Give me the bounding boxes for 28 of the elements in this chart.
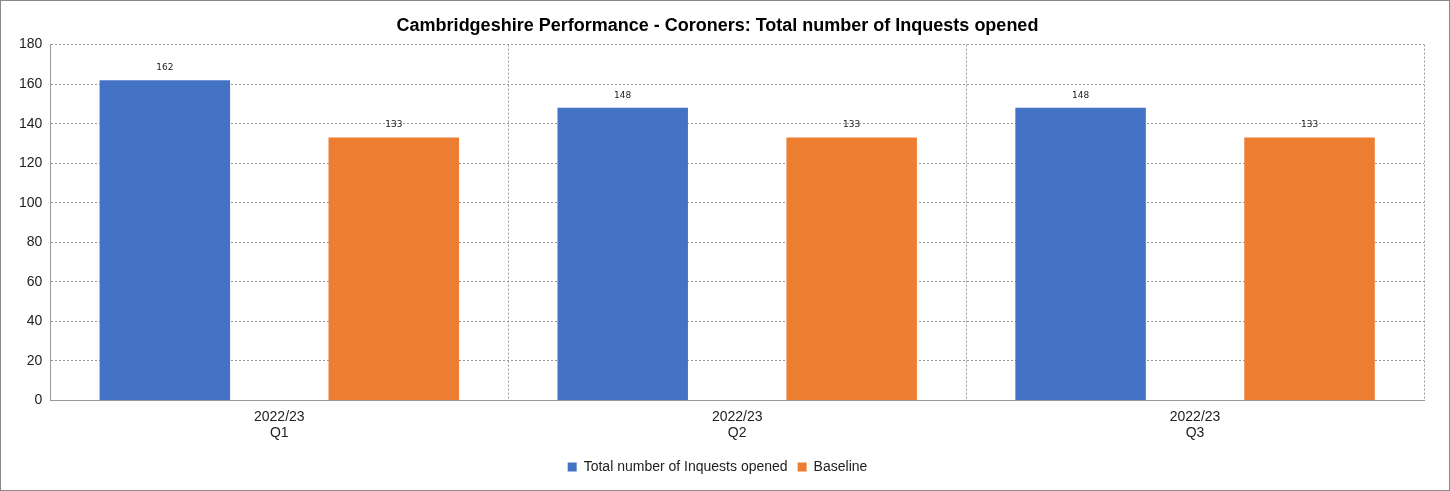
bar [328,137,460,400]
y-tick-label: 140 [19,114,43,131]
data-label: 133 [1300,119,1319,130]
data-label: 162 [156,62,174,73]
x-tick-label: 2022/23 Q3 [1169,407,1221,441]
y-tick-label: 40 [26,312,43,329]
bar [99,80,231,400]
bar [1015,107,1146,400]
data-label: 133 [385,119,403,130]
y-tick-label: 120 [19,154,43,171]
y-tick-label: 100 [19,193,43,210]
y-tick-label: 80 [26,233,43,250]
y-tick-label: 0 [34,391,43,408]
bar [1244,137,1375,400]
data-label: 148 [614,89,632,100]
y-tick-label: 160 [19,74,43,91]
x-tick-label: 2022/23 Q1 [253,407,305,441]
bar [786,137,917,400]
y-tick-label: 180 [19,35,43,52]
legend-label: Total number of Inquests opened [583,457,788,474]
legend-label: Baseline [813,457,868,474]
y-tick-label: 60 [26,272,43,289]
x-tick-label: 2022/23 Q2 [711,407,763,441]
chart-title: Cambridgeshire Performance - Coroners: Total number of Inquests opened [396,14,1039,35]
y-tick-label: 20 [26,351,43,368]
bar [557,107,688,400]
data-label: 148 [1072,89,1090,100]
data-label: 133 [843,119,861,130]
